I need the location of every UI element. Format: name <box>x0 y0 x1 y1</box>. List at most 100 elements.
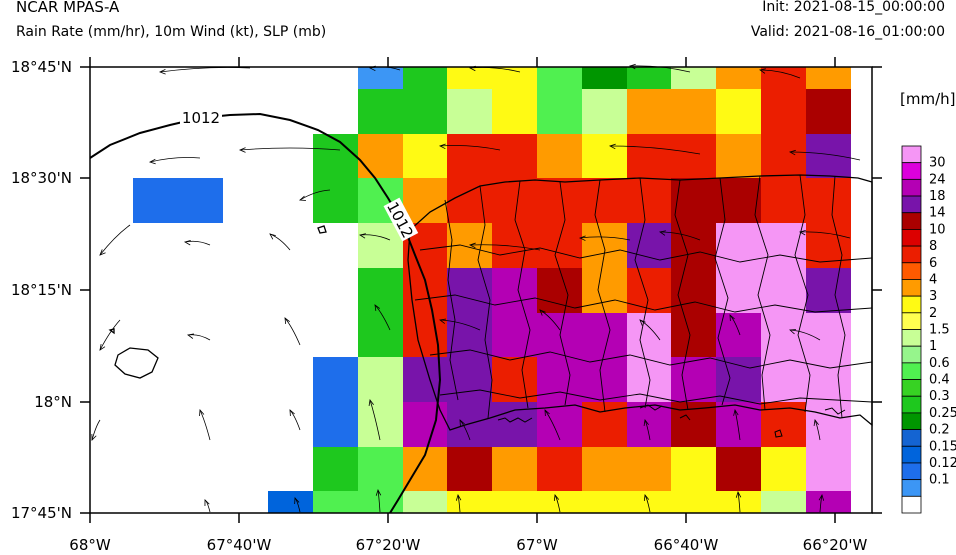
rain-cell <box>447 447 492 491</box>
puerto-rico-coastline <box>407 174 873 431</box>
wind-vector <box>789 329 821 341</box>
rain-cell <box>537 67 582 89</box>
wind-vector <box>284 317 301 346</box>
rain-cell <box>537 178 582 223</box>
rain-cell <box>492 268 537 313</box>
rain-cell <box>671 447 716 491</box>
rain-cell <box>134 357 178 402</box>
rain-cell <box>358 223 403 268</box>
rain-cell <box>90 134 134 178</box>
wind-vector-head <box>628 63 636 70</box>
rain-cell <box>537 223 582 268</box>
wind-vector-head <box>99 249 106 256</box>
wind-vector <box>359 234 391 241</box>
rain-cell <box>223 89 268 134</box>
rain-cell <box>358 268 403 313</box>
rain-cell <box>582 223 627 268</box>
wind-vector-head <box>608 143 616 150</box>
colorbar-label: 1 <box>929 339 937 354</box>
wind-vector-head <box>455 493 462 501</box>
wind-vector <box>659 231 701 241</box>
wind-vector <box>789 151 861 161</box>
rain-cell <box>223 67 268 89</box>
colorbar-label: 10 <box>929 222 946 237</box>
rain-cell <box>806 89 851 134</box>
wind-vector-head <box>758 68 766 74</box>
wind-vector <box>199 409 211 441</box>
rain-cell <box>671 178 716 223</box>
wind-vectors <box>91 63 861 513</box>
wind-vector-head <box>238 147 246 153</box>
rain-cell <box>358 491 403 513</box>
rain-cell <box>268 268 313 313</box>
rain-cell <box>806 447 851 491</box>
colorbar-label: 0.12 <box>929 456 956 471</box>
rain-cell <box>716 223 761 268</box>
rain-cell <box>313 447 358 491</box>
wind-vector-head <box>468 242 476 249</box>
lat-label: 17°45'N <box>11 504 72 522</box>
colorbar-swatch <box>901 195 922 214</box>
wind-vector-head <box>459 419 465 427</box>
colorbar-swatch <box>901 229 922 247</box>
rain-cell <box>537 447 582 491</box>
colorbar-swatch <box>901 362 922 380</box>
rain-rate-grid <box>90 67 851 513</box>
valid-time: Valid: 2021-08-16_01:00:00 <box>750 24 945 40</box>
rain-cell <box>358 89 403 134</box>
wind-vector-head <box>813 419 819 426</box>
rain-cell <box>403 491 447 513</box>
colorbar-swatch <box>901 479 922 497</box>
rain-cell <box>403 313 447 357</box>
rain-cell <box>582 491 627 513</box>
rain-cell <box>671 313 716 357</box>
rain-cell <box>447 89 492 134</box>
wind-vector-head <box>643 419 649 426</box>
rain-cell <box>761 67 806 89</box>
rain-cell <box>358 447 403 491</box>
wind-vector-head <box>289 409 295 417</box>
colorbar-swatch <box>901 395 922 414</box>
rain-cell <box>627 491 671 513</box>
rain-cell <box>313 402 358 447</box>
wind-vector-head <box>158 69 166 75</box>
rain-cell <box>582 67 627 89</box>
wind-vector-head <box>729 314 735 322</box>
rain-cell <box>582 357 627 402</box>
rain-cell <box>223 491 268 513</box>
wind-vector-head <box>358 233 366 239</box>
rain-cell <box>627 447 671 491</box>
rain-cell <box>806 134 851 178</box>
rain-cell <box>178 357 223 402</box>
rain-cell <box>90 447 134 491</box>
rain-cell <box>582 89 627 134</box>
rain-cell <box>627 178 671 223</box>
wind-vector <box>439 319 481 331</box>
colorbar-label: 0.4 <box>929 373 950 388</box>
rain-cell <box>627 313 671 357</box>
rain-cell <box>716 313 761 357</box>
rain-cell <box>716 178 761 223</box>
wind-vector-head <box>658 230 666 236</box>
wind-vector-head <box>789 329 797 335</box>
colorbar-swatch <box>901 145 922 164</box>
colorbar-label: 0.25 <box>929 406 956 421</box>
wind-vector <box>579 236 631 241</box>
colorbar-label: 6 <box>929 256 937 271</box>
rain-cell <box>178 268 223 313</box>
rain-cell <box>268 89 313 134</box>
colorbar-swatch <box>901 445 922 464</box>
rain-cell <box>806 491 851 513</box>
rain-cell <box>761 491 806 513</box>
colorbar-label: 0.1 <box>929 473 950 488</box>
rain-cell <box>447 402 492 447</box>
municipal-boundaries <box>414 174 873 419</box>
colorbar-label: 14 <box>929 206 946 221</box>
wind-vector <box>759 69 801 79</box>
rain-cell <box>223 402 268 447</box>
coastlines <box>108 174 873 431</box>
rain-cell <box>716 67 761 89</box>
rain-cell <box>537 402 582 447</box>
wind-vector-head <box>374 304 381 311</box>
wind-vector <box>377 489 381 513</box>
